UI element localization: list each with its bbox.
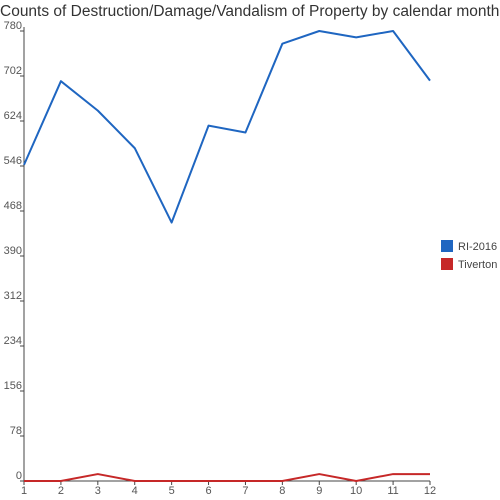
- y-tick-label: 312: [4, 290, 22, 302]
- y-tick-label: 156: [4, 380, 22, 392]
- x-tick-label: 3: [95, 485, 101, 497]
- chart-axes: [23, 27, 430, 482]
- x-tick-label: 12: [424, 485, 436, 497]
- x-axis-ticks: 1 2 3 4 5 6 7 8 9 10 11 12: [21, 481, 436, 497]
- x-tick-label: 6: [205, 485, 211, 497]
- y-tick-label: 390: [4, 245, 22, 257]
- y-tick-label: 780: [4, 20, 22, 32]
- legend-swatch: [441, 258, 453, 270]
- chart-title: Counts of Destruction/Damage/Vandalism o…: [0, 3, 500, 20]
- y-tick-label: 702: [4, 65, 22, 77]
- series-lines: [23, 30, 431, 482]
- y-axis-ticks: 0 78 156 234 312 390 468 546 624 702 780: [4, 20, 24, 482]
- x-tick-label: 8: [279, 485, 285, 497]
- y-tick-label: 546: [4, 155, 22, 167]
- legend-label: RI-2016: [458, 241, 497, 253]
- y-tick-label: 624: [4, 110, 22, 122]
- y-tick-label: 0: [16, 470, 22, 482]
- y-tick-label: 234: [4, 335, 22, 347]
- legend: RI-2016 Tiverton: [441, 240, 497, 271]
- y-tick-label: 78: [10, 425, 22, 437]
- legend-swatch: [441, 240, 453, 252]
- legend-label: Tiverton: [458, 259, 497, 271]
- series-line-1: [24, 473, 430, 482]
- x-tick-label: 9: [316, 485, 322, 497]
- y-tick-label: 468: [4, 200, 22, 212]
- x-tick-label: 10: [350, 485, 362, 497]
- x-tick-label: 2: [58, 485, 64, 497]
- x-tick-label: 11: [387, 485, 398, 497]
- x-tick-label: 5: [169, 485, 175, 497]
- series-line-0: [23, 30, 431, 224]
- x-tick-label: 1: [21, 485, 27, 497]
- x-tick-label: 7: [242, 485, 248, 497]
- x-tick-label: 4: [132, 485, 138, 497]
